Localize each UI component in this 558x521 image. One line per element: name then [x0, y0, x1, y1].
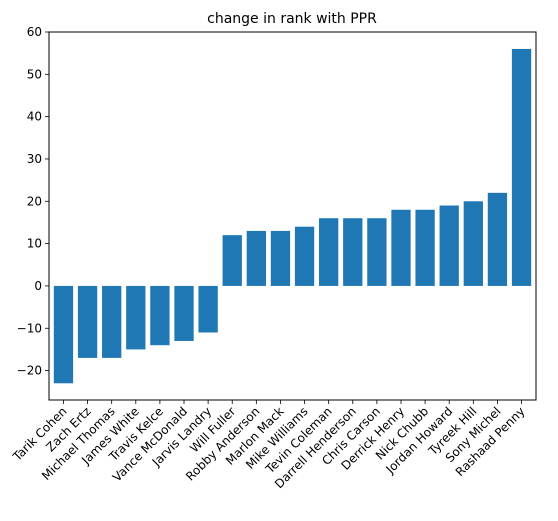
bar — [319, 218, 339, 286]
bar — [415, 209, 435, 286]
y-tick-label: 10 — [27, 237, 42, 251]
bar — [150, 285, 170, 346]
y-axis: −20 −10 0 10 20 30 40 50 60 — [17, 25, 49, 378]
bar — [222, 235, 242, 286]
bar — [53, 285, 74, 384]
y-tick-label: 20 — [27, 194, 42, 208]
bar — [487, 192, 508, 286]
y-tick-label: 60 — [27, 25, 42, 39]
plot-frame — [48, 31, 537, 401]
bar — [511, 48, 532, 286]
y-tick-label: −20 — [17, 364, 42, 378]
y-tick-label: 50 — [27, 67, 42, 81]
bar — [174, 285, 194, 341]
y-tick-label: 0 — [34, 279, 42, 293]
bar — [391, 209, 411, 286]
bar — [126, 285, 146, 350]
bar — [198, 285, 218, 333]
bar — [294, 226, 315, 286]
y-tick-label: 30 — [27, 152, 42, 166]
bar — [246, 230, 266, 286]
y-tick-label: 40 — [27, 110, 42, 124]
chart-title: change in rank with PPR — [207, 11, 377, 27]
bar — [102, 285, 122, 358]
bars-group — [53, 48, 532, 384]
bar — [463, 201, 483, 286]
bar — [270, 230, 291, 286]
y-tick-label: −10 — [17, 321, 42, 335]
bar — [367, 218, 387, 286]
bar — [343, 218, 363, 286]
bar — [439, 205, 459, 286]
bar — [77, 285, 98, 358]
